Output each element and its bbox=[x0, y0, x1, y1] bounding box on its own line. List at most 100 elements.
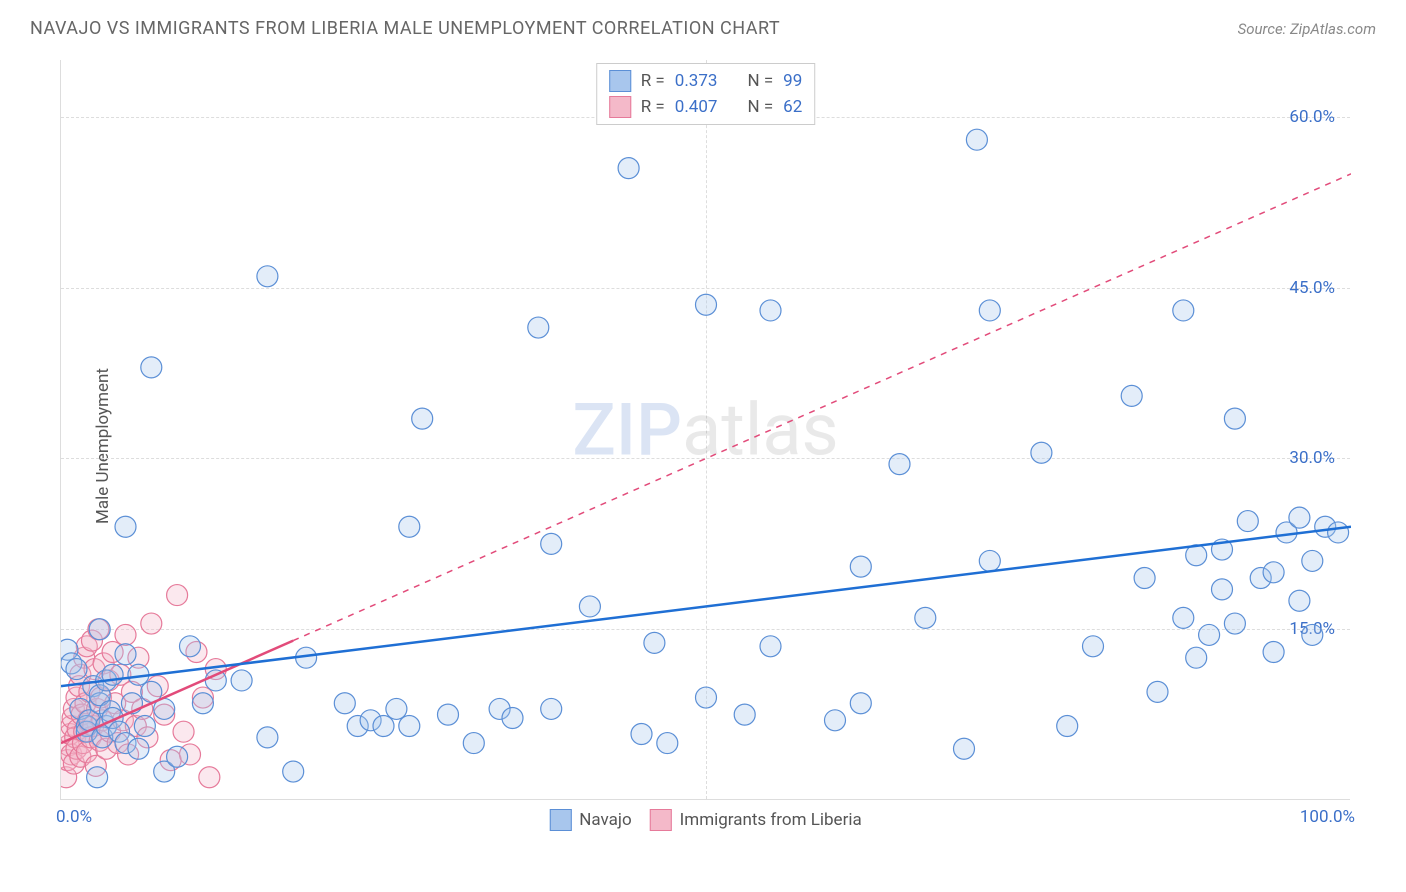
data-point bbox=[1289, 507, 1310, 528]
data-point bbox=[696, 687, 717, 708]
data-point bbox=[1083, 636, 1104, 657]
data-point bbox=[541, 533, 562, 554]
data-point bbox=[386, 698, 407, 719]
x-tick-label: 100.0% bbox=[1300, 807, 1355, 827]
data-point bbox=[915, 607, 936, 628]
data-point bbox=[115, 624, 136, 645]
r-label: R = bbox=[641, 97, 665, 117]
r-label: R = bbox=[641, 71, 665, 91]
data-point bbox=[66, 659, 87, 680]
data-point bbox=[1173, 607, 1194, 628]
swatch-liberia bbox=[609, 96, 631, 118]
scatter-svg bbox=[61, 60, 1351, 800]
data-point bbox=[180, 636, 201, 657]
data-point bbox=[463, 733, 484, 754]
r-value-navajo: 0.373 bbox=[675, 71, 718, 91]
n-label: N = bbox=[747, 97, 773, 117]
x-tick-label: 0.0% bbox=[56, 807, 92, 827]
data-point bbox=[631, 723, 652, 744]
data-point bbox=[1186, 647, 1207, 668]
data-point bbox=[1302, 624, 1323, 645]
legend-item-navajo: Navajo bbox=[549, 809, 631, 831]
chart-title: NAVAJO VS IMMIGRANTS FROM LIBERIA MALE U… bbox=[30, 18, 780, 39]
data-point bbox=[1237, 511, 1258, 532]
data-point bbox=[696, 294, 717, 315]
data-point bbox=[541, 698, 562, 719]
data-point bbox=[1224, 613, 1245, 634]
trend-line-dashed bbox=[293, 174, 1351, 641]
data-point bbox=[412, 408, 433, 429]
data-point bbox=[167, 746, 188, 767]
data-point bbox=[141, 613, 162, 634]
trend-line-solid bbox=[61, 527, 1351, 686]
data-point bbox=[399, 716, 420, 737]
data-point bbox=[644, 632, 665, 653]
data-point bbox=[134, 716, 155, 737]
data-point bbox=[657, 733, 678, 754]
data-point bbox=[1057, 716, 1078, 737]
data-point bbox=[231, 670, 252, 691]
data-point bbox=[1199, 624, 1220, 645]
data-point bbox=[192, 693, 213, 714]
data-point bbox=[502, 708, 523, 729]
correlation-stats-box: R = 0.373 N = 99 R = 0.407 N = 62 bbox=[596, 63, 816, 125]
data-point bbox=[1263, 642, 1284, 663]
data-point bbox=[1147, 681, 1168, 702]
data-point bbox=[173, 721, 194, 742]
data-point bbox=[373, 716, 394, 737]
data-point bbox=[128, 738, 149, 759]
data-point bbox=[167, 585, 188, 606]
data-point bbox=[1328, 522, 1349, 543]
chart-plot-area: ZIPatlas R = 0.373 N = 99 R = 0.407 N = … bbox=[60, 60, 1350, 800]
data-point bbox=[205, 670, 226, 691]
data-point bbox=[1121, 385, 1142, 406]
source-attribution: Source: ZipAtlas.com bbox=[1238, 20, 1376, 38]
data-point bbox=[760, 636, 781, 657]
data-point bbox=[966, 129, 987, 150]
data-point bbox=[102, 664, 123, 685]
data-point bbox=[1302, 550, 1323, 571]
series-legend: Navajo Immigrants from Liberia bbox=[549, 809, 861, 831]
data-point bbox=[1224, 408, 1245, 429]
data-point bbox=[115, 644, 136, 665]
n-value-navajo: 99 bbox=[783, 71, 802, 91]
data-point bbox=[141, 357, 162, 378]
swatch-navajo bbox=[609, 70, 631, 92]
legend-swatch-liberia bbox=[650, 809, 672, 831]
data-point bbox=[618, 158, 639, 179]
legend-item-liberia: Immigrants from Liberia bbox=[650, 809, 862, 831]
data-point bbox=[438, 704, 459, 725]
data-point bbox=[257, 727, 278, 748]
n-label: N = bbox=[747, 71, 773, 91]
data-point bbox=[889, 454, 910, 475]
data-point bbox=[87, 767, 108, 788]
data-point bbox=[825, 710, 846, 731]
data-point bbox=[1031, 442, 1052, 463]
data-point bbox=[1289, 590, 1310, 611]
data-point bbox=[979, 300, 1000, 321]
data-point bbox=[257, 266, 278, 287]
data-point bbox=[954, 738, 975, 759]
data-point bbox=[579, 596, 600, 617]
data-point bbox=[1173, 300, 1194, 321]
legend-swatch-navajo bbox=[549, 809, 571, 831]
data-point bbox=[850, 693, 871, 714]
data-point bbox=[1134, 568, 1155, 589]
data-point bbox=[283, 761, 304, 782]
data-point bbox=[850, 556, 871, 577]
data-point bbox=[334, 693, 355, 714]
data-point bbox=[528, 317, 549, 338]
chart-header: NAVAJO VS IMMIGRANTS FROM LIBERIA MALE U… bbox=[30, 18, 1376, 39]
data-point bbox=[399, 516, 420, 537]
data-point bbox=[734, 704, 755, 725]
data-point bbox=[760, 300, 781, 321]
data-point bbox=[199, 767, 220, 788]
data-point bbox=[1263, 562, 1284, 583]
legend-label-navajo: Navajo bbox=[579, 810, 631, 830]
data-point bbox=[1212, 579, 1233, 600]
legend-label-liberia: Immigrants from Liberia bbox=[680, 810, 862, 830]
data-point bbox=[979, 550, 1000, 571]
n-value-liberia: 62 bbox=[783, 97, 802, 117]
r-value-liberia: 0.407 bbox=[675, 97, 718, 117]
stats-row-liberia: R = 0.407 N = 62 bbox=[609, 94, 803, 120]
